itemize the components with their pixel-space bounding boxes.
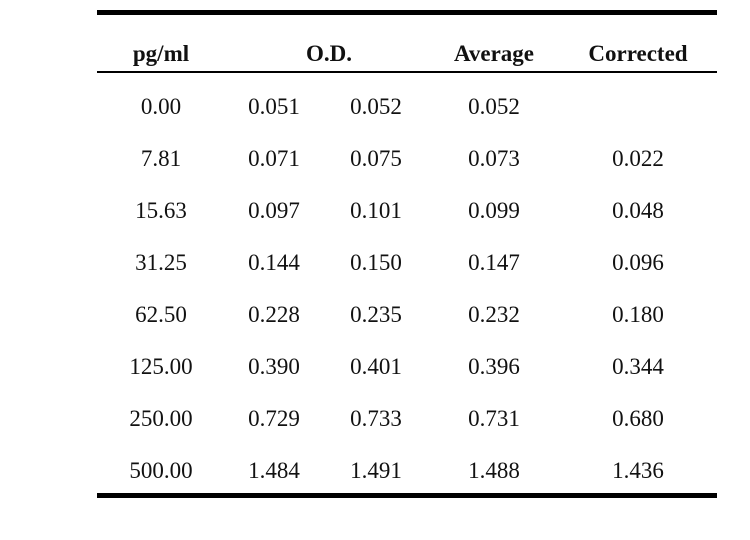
header-corrected: Corrected xyxy=(588,41,688,66)
table-row: 62.50 0.228 0.235 0.232 0.180 xyxy=(97,289,717,341)
table-row: 500.00 1.484 1.491 1.488 1.436 xyxy=(97,445,717,497)
cell-concentration: 7.81 xyxy=(140,146,182,171)
cell-corrected: 1.436 xyxy=(612,458,664,483)
cell-od-2: 0.150 xyxy=(350,250,402,275)
cell-od-2: 0.075 xyxy=(350,146,402,171)
cell-concentration: 31.25 xyxy=(135,250,187,275)
cell-od-2: 0.235 xyxy=(350,302,402,327)
table-bottom-rule xyxy=(97,493,717,498)
cell-concentration: 62.50 xyxy=(135,302,187,327)
table-row: 7.81 0.071 0.075 0.073 0.022 xyxy=(97,133,717,185)
cell-average: 0.232 xyxy=(468,302,520,327)
cell-concentration: 0.00 xyxy=(140,94,182,119)
cell-corrected: 0.680 xyxy=(612,406,664,431)
cell-average: 1.488 xyxy=(468,458,520,483)
cell-od-2: 0.052 xyxy=(350,94,402,119)
cell-average: 0.073 xyxy=(468,146,520,171)
cell-od-1: 0.390 xyxy=(248,354,300,379)
table-top-rule xyxy=(97,10,717,15)
header-average: Average xyxy=(453,41,535,66)
cell-average: 0.052 xyxy=(468,94,520,119)
cell-corrected: 0.096 xyxy=(612,250,664,275)
cell-average: 0.731 xyxy=(468,406,520,431)
cell-corrected: 0.022 xyxy=(612,146,664,171)
table-body: 0.00 0.051 0.052 0.052 7.81 0.071 0.075 … xyxy=(97,73,717,493)
cell-corrected: 0.180 xyxy=(612,302,664,327)
table-header-row: pg/ml O.D. Average Corrected xyxy=(97,15,717,71)
table-row: 31.25 0.144 0.150 0.147 0.096 xyxy=(97,237,717,289)
table-row: 15.63 0.097 0.101 0.099 0.048 xyxy=(97,185,717,237)
cell-od-1: 0.051 xyxy=(248,94,300,119)
table-row: 0.00 0.051 0.052 0.052 xyxy=(97,81,717,133)
cell-average: 0.099 xyxy=(468,198,520,223)
cell-od-1: 0.729 xyxy=(248,406,300,431)
cell-od-1: 0.097 xyxy=(248,198,300,223)
header-od: O.D. xyxy=(306,41,352,66)
table-header-rule xyxy=(97,71,717,73)
cell-od-1: 0.228 xyxy=(248,302,300,327)
table-row: 250.00 0.729 0.733 0.731 0.680 xyxy=(97,393,717,445)
header-concentration: pg/ml xyxy=(132,41,190,66)
cell-od-2: 0.733 xyxy=(350,406,402,431)
standard-curve-table: pg/ml O.D. Average Corrected 0.00 0.051 … xyxy=(97,10,717,498)
cell-od-2: 0.401 xyxy=(350,354,402,379)
cell-average: 0.147 xyxy=(468,250,520,275)
cell-concentration: 15.63 xyxy=(135,198,187,223)
cell-average: 0.396 xyxy=(468,354,520,379)
cell-od-2: 1.491 xyxy=(350,458,402,483)
cell-corrected: 0.344 xyxy=(612,354,664,379)
cell-od-2: 0.101 xyxy=(350,198,402,223)
cell-concentration: 125.00 xyxy=(129,354,193,379)
table-row: 125.00 0.390 0.401 0.396 0.344 xyxy=(97,341,717,393)
cell-corrected: 0.048 xyxy=(612,198,664,223)
cell-od-1: 1.484 xyxy=(248,458,300,483)
cell-od-1: 0.144 xyxy=(248,250,300,275)
cell-concentration: 500.00 xyxy=(129,458,193,483)
cell-concentration: 250.00 xyxy=(129,406,193,431)
cell-od-1: 0.071 xyxy=(248,146,300,171)
